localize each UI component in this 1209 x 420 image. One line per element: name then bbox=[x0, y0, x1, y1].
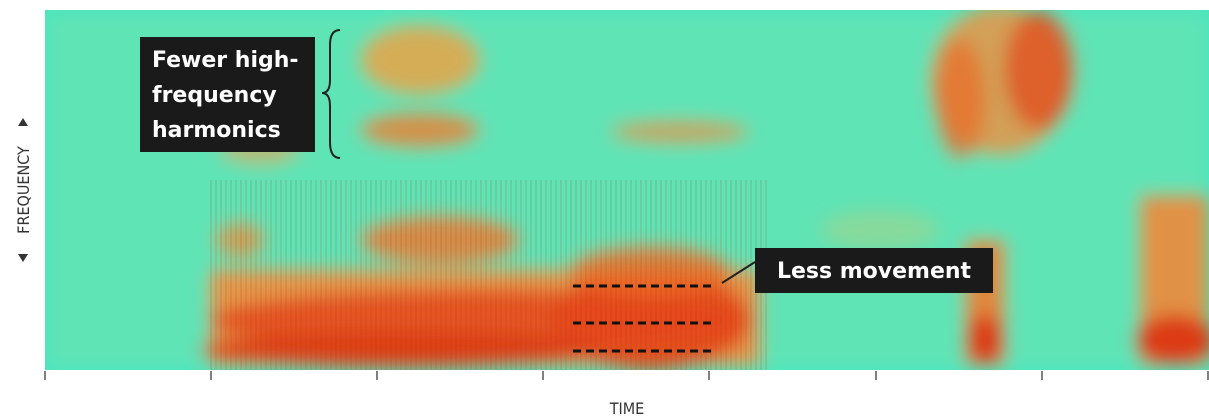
label-line: Fewer high- bbox=[152, 48, 299, 73]
label: Less movement bbox=[777, 259, 972, 284]
y-axis-label: FREQUENCY bbox=[14, 146, 33, 234]
harmonics-annotation: Fewer high- frequency harmonics bbox=[140, 29, 341, 159]
pointer bbox=[721, 261, 756, 284]
dashed-lines bbox=[573, 284, 716, 353]
brace bbox=[321, 29, 341, 159]
movement-annotation: Less movement bbox=[573, 248, 993, 353]
y-axis: FREQUENCY bbox=[14, 118, 33, 262]
spectrogram bbox=[45, 10, 1209, 370]
label-box bbox=[755, 248, 993, 293]
label-line: frequency bbox=[152, 83, 277, 108]
arrow-up bbox=[18, 118, 28, 126]
x-axis-label: TIME bbox=[609, 399, 645, 418]
label-box bbox=[140, 37, 315, 152]
time-ticks bbox=[44, 371, 1209, 380]
label-line: harmonics bbox=[152, 118, 281, 143]
arrow-down bbox=[18, 254, 28, 262]
